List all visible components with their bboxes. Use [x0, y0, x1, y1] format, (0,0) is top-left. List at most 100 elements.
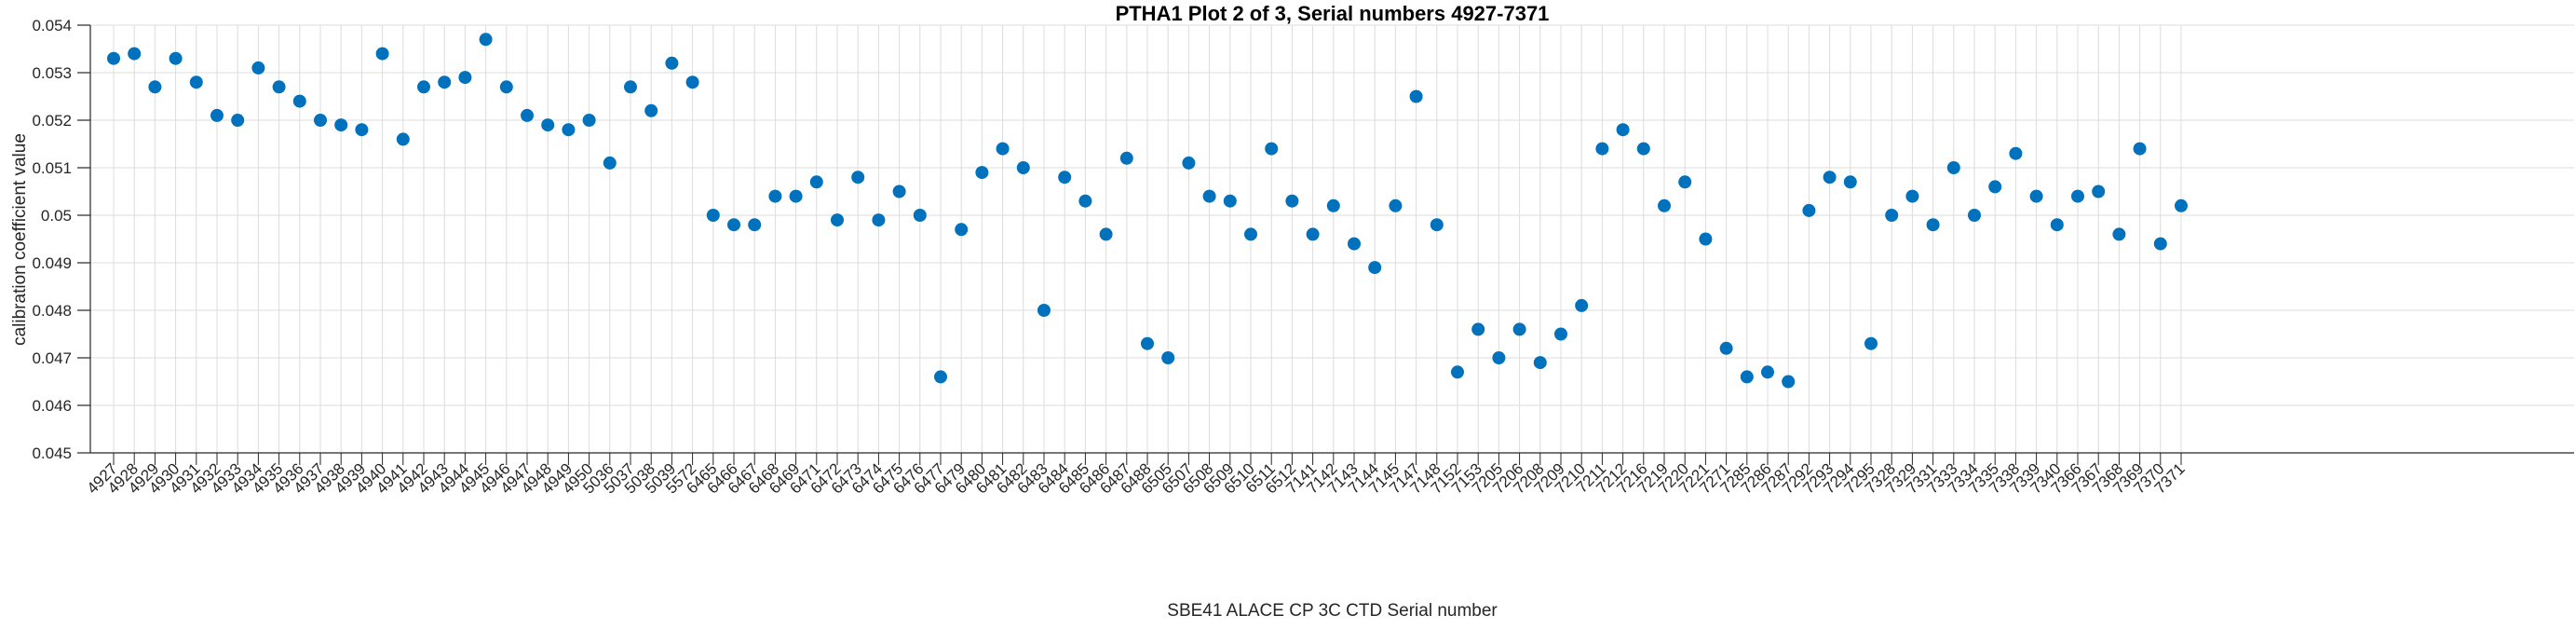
data-point — [934, 370, 947, 384]
data-point — [148, 80, 162, 94]
data-point — [685, 75, 699, 89]
data-point — [1740, 370, 1754, 384]
data-point — [913, 209, 927, 222]
data-point — [2050, 218, 2064, 232]
data-point — [189, 75, 203, 89]
data-point — [1864, 336, 1878, 350]
y-tick-label: 0.048 — [32, 302, 72, 320]
data-point — [1389, 198, 1403, 212]
data-point — [872, 213, 886, 227]
data-point — [396, 132, 410, 146]
data-point — [1348, 237, 1361, 251]
data-point — [1595, 142, 1609, 156]
data-point — [1823, 171, 1837, 185]
data-point — [1037, 304, 1051, 317]
data-point — [1409, 89, 1423, 103]
data-point — [975, 166, 989, 180]
data-point — [644, 103, 658, 117]
data-point — [1016, 161, 1030, 174]
data-point — [603, 156, 617, 170]
data-point — [128, 47, 142, 61]
data-point — [1368, 261, 1382, 275]
data-point — [1182, 156, 1196, 170]
data-point — [1802, 203, 1816, 217]
data-point — [107, 51, 120, 65]
y-tick-label: 0.047 — [32, 349, 72, 367]
data-point — [1946, 161, 1960, 174]
data-point — [706, 209, 720, 222]
data-point — [892, 185, 906, 198]
data-point — [521, 108, 534, 122]
data-point — [1926, 218, 1940, 232]
data-point — [2029, 189, 2043, 203]
chart-title: PTHA1 Plot 2 of 3, Serial numbers 4927-7… — [1115, 2, 1550, 25]
data-point — [809, 175, 823, 189]
y-tick-label: 0.051 — [32, 159, 72, 177]
data-point — [996, 142, 1010, 156]
data-point — [1968, 209, 1981, 222]
data-point — [1202, 189, 1216, 203]
data-point — [2112, 227, 2126, 241]
data-point — [1265, 142, 1279, 156]
data-point — [458, 71, 472, 85]
data-point — [1326, 198, 1340, 212]
data-point — [789, 189, 803, 203]
y-tick-label: 0.053 — [32, 64, 72, 82]
data-point — [582, 114, 596, 127]
data-point — [2153, 237, 2167, 251]
data-point — [1223, 194, 1237, 208]
data-point — [1306, 227, 1320, 241]
data-point — [748, 218, 762, 232]
data-point — [665, 56, 679, 70]
data-point — [1099, 227, 1113, 241]
data-point — [1988, 180, 2002, 194]
data-point — [292, 94, 306, 108]
data-point — [2175, 198, 2188, 212]
data-point — [417, 80, 430, 94]
y-tick-label: 0.045 — [32, 444, 72, 462]
data-point — [1843, 175, 1857, 189]
data-point — [1430, 218, 1444, 232]
data-point — [1699, 232, 1713, 246]
data-point — [334, 118, 348, 132]
data-point — [955, 223, 969, 237]
data-point — [1636, 142, 1650, 156]
data-point — [1678, 175, 1692, 189]
data-point — [1058, 171, 1072, 185]
data-point — [1451, 365, 1464, 379]
y-tick-label: 0.049 — [32, 254, 72, 272]
data-point — [355, 123, 369, 137]
data-point — [1285, 194, 1299, 208]
data-point — [479, 33, 493, 47]
data-point — [314, 114, 327, 127]
data-point — [1492, 351, 1506, 364]
data-point — [1761, 365, 1774, 379]
data-point — [562, 123, 576, 137]
data-point — [1471, 322, 1485, 336]
data-point — [1905, 189, 1919, 203]
data-point — [251, 61, 265, 75]
y-tick-label: 0.054 — [32, 17, 72, 34]
data-point — [1885, 209, 1899, 222]
data-point — [1575, 298, 1589, 312]
data-point — [624, 80, 637, 94]
data-point — [1119, 151, 1133, 165]
y-tick-label: 0.052 — [32, 112, 72, 130]
data-point — [727, 218, 740, 232]
data-point — [210, 108, 224, 122]
data-point — [1719, 341, 1733, 355]
data-point — [1078, 194, 1092, 208]
data-point — [1616, 123, 1630, 137]
data-point — [1658, 198, 1671, 212]
data-point — [1533, 356, 1547, 370]
data-point — [1782, 375, 1796, 389]
data-point — [2009, 146, 2023, 160]
data-point — [851, 171, 865, 185]
data-point — [1554, 327, 1567, 341]
data-point — [1512, 322, 1526, 336]
data-point — [1161, 351, 1175, 364]
data-point — [541, 118, 555, 132]
data-point — [1141, 336, 1154, 350]
